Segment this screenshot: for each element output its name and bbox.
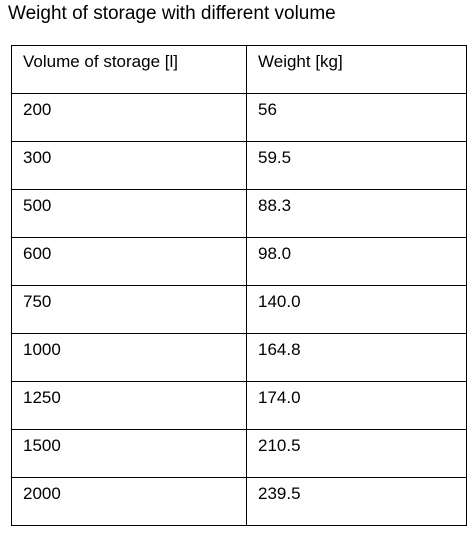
table-caption: Weight of storage with different volume	[8, 3, 336, 24]
table-row: 1250 174.0	[11, 381, 467, 430]
table-row: 1000 164.8	[11, 333, 467, 382]
cell-weight: 239.5	[246, 477, 467, 526]
cell-volume: 1000	[11, 333, 247, 382]
cell-volume: 600	[11, 237, 247, 286]
cell-weight: 140.0	[246, 285, 467, 334]
table-row: 300 59.5	[11, 141, 467, 190]
table-row: 200 56	[11, 93, 467, 142]
cell-weight: 88.3	[246, 189, 467, 238]
table-row: 500 88.3	[11, 189, 467, 238]
cell-weight: 59.5	[246, 141, 467, 190]
table-row: 2000 239.5	[11, 477, 467, 526]
cell-volume: 1250	[11, 381, 247, 430]
header-volume: Volume of storage [l]	[11, 45, 247, 94]
cell-weight: 174.0	[246, 381, 467, 430]
header-weight: Weight [kg]	[246, 45, 467, 94]
storage-weight-table: Volume of storage [l] Weight [kg] 200 56…	[11, 45, 467, 526]
cell-volume: 2000	[11, 477, 247, 526]
cell-volume: 300	[11, 141, 247, 190]
cell-weight: 98.0	[246, 237, 467, 286]
table-row: 750 140.0	[11, 285, 467, 334]
cell-volume: 750	[11, 285, 247, 334]
table-row: 1500 210.5	[11, 429, 467, 478]
cell-weight: 164.8	[246, 333, 467, 382]
cell-weight: 56	[246, 93, 467, 142]
cell-volume: 200	[11, 93, 247, 142]
table-header-row: Volume of storage [l] Weight [kg]	[11, 45, 467, 94]
table-row: 600 98.0	[11, 237, 467, 286]
cell-volume: 1500	[11, 429, 247, 478]
cell-weight: 210.5	[246, 429, 467, 478]
cell-volume: 500	[11, 189, 247, 238]
